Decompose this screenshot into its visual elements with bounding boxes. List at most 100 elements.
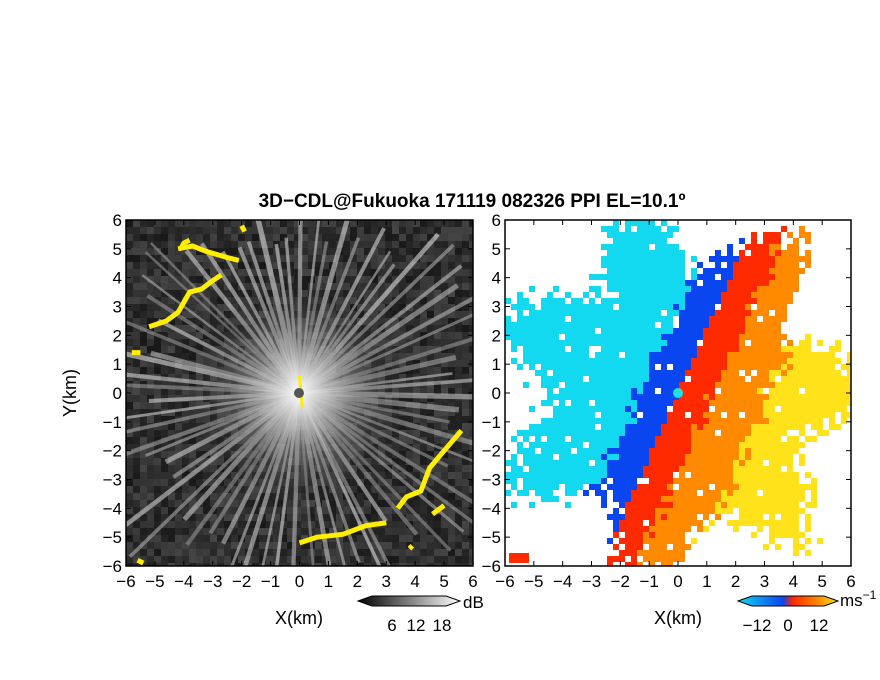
- noise-cell: [434, 290, 441, 297]
- noise-cell: [189, 304, 196, 311]
- velocity-cell: [511, 502, 517, 508]
- noise-cell: [448, 318, 455, 325]
- velocity-cell: [577, 466, 583, 472]
- velocity-cell: [535, 454, 541, 460]
- noise-cell: [406, 220, 413, 227]
- noise-cell: [371, 269, 378, 276]
- velocity-cell: [745, 310, 751, 316]
- velocity-cell: [757, 472, 763, 478]
- velocity-cell: [559, 454, 565, 460]
- noise-cell: [147, 367, 154, 374]
- noise-cell: [350, 234, 357, 241]
- velocity-cell: [661, 322, 667, 328]
- velocity-cell: [631, 424, 637, 430]
- noise-cell: [231, 528, 238, 535]
- velocity-cell: [733, 346, 739, 352]
- noise-cell: [427, 430, 434, 437]
- x-tick-label: 2: [353, 572, 362, 591]
- noise-cell: [455, 500, 462, 507]
- noise-cell: [182, 486, 189, 493]
- velocity-cell: [631, 478, 637, 484]
- noise-cell: [168, 549, 175, 556]
- velocity-cell: [763, 520, 769, 526]
- velocity-cell: [511, 304, 517, 310]
- velocity-cell: [769, 418, 775, 424]
- velocity-cell: [583, 388, 589, 394]
- velocity-cell: [589, 388, 595, 394]
- velocity-cell: [589, 484, 595, 490]
- noise-cell: [378, 507, 385, 514]
- velocity-cell: [625, 400, 631, 406]
- noise-cell: [238, 493, 245, 500]
- velocity-cell: [775, 436, 781, 442]
- velocity-cell: [625, 364, 631, 370]
- noise-cell: [168, 493, 175, 500]
- velocity-cell: [631, 310, 637, 316]
- velocity-cell: [751, 418, 757, 424]
- noise-cell: [434, 269, 441, 276]
- noise-cell: [140, 346, 147, 353]
- velocity-cell: [727, 262, 733, 268]
- noise-cell: [364, 514, 371, 521]
- noise-cell: [371, 507, 378, 514]
- velocity-cell: [685, 304, 691, 310]
- noise-cell: [182, 528, 189, 535]
- noise-cell: [182, 381, 189, 388]
- velocity-cell: [727, 256, 733, 262]
- noise-cell: [161, 325, 168, 332]
- noise-cell: [224, 514, 231, 521]
- noise-cell: [126, 535, 133, 542]
- noise-cell: [133, 521, 140, 528]
- noise-cell: [462, 318, 469, 325]
- velocity-cell: [691, 286, 697, 292]
- velocity-cell: [679, 514, 685, 520]
- velocity-cell: [739, 466, 745, 472]
- noise-cell: [126, 493, 133, 500]
- velocity-cell: [625, 526, 631, 532]
- velocity-cell: [817, 358, 823, 364]
- noise-cell: [385, 507, 392, 514]
- velocity-cell: [655, 328, 661, 334]
- noise-cell: [448, 346, 455, 353]
- velocity-cell: [787, 502, 793, 508]
- noise-cell: [406, 556, 413, 563]
- velocity-cell: [535, 352, 541, 358]
- noise-cell: [343, 248, 350, 255]
- velocity-cell: [805, 358, 811, 364]
- noise-cell: [238, 514, 245, 521]
- velocity-cell: [541, 382, 547, 388]
- noise-cell: [301, 227, 308, 234]
- velocity-cell: [565, 430, 571, 436]
- noise-cell: [392, 283, 399, 290]
- velocity-cell: [763, 424, 769, 430]
- velocity-cell: [649, 340, 655, 346]
- noise-cell: [427, 353, 434, 360]
- noise-cell: [315, 549, 322, 556]
- velocity-cell: [775, 274, 781, 280]
- noise-cell: [147, 283, 154, 290]
- velocity-cell: [601, 226, 607, 232]
- velocity-cell: [619, 526, 625, 532]
- velocity-cell: [763, 238, 769, 244]
- velocity-cell: [613, 430, 619, 436]
- velocity-cell: [769, 358, 775, 364]
- velocity-cell: [505, 460, 511, 466]
- noise-cell: [308, 248, 315, 255]
- velocity-cell: [811, 370, 817, 376]
- noise-cell: [224, 227, 231, 234]
- noise-cell: [343, 514, 350, 521]
- velocity-cell: [661, 448, 667, 454]
- velocity-cell: [517, 298, 523, 304]
- velocity-cell: [775, 250, 781, 256]
- velocity-cell: [757, 436, 763, 442]
- noise-cell: [378, 500, 385, 507]
- velocity-cell: [625, 310, 631, 316]
- velocity-cell: [619, 400, 625, 406]
- noise-cell: [427, 227, 434, 234]
- noise-cell: [462, 234, 469, 241]
- noise-cell: [133, 339, 140, 346]
- velocity-cell: [637, 508, 643, 514]
- noise-cell: [308, 220, 315, 227]
- noise-cell: [245, 514, 252, 521]
- velocity-cell: [655, 376, 661, 382]
